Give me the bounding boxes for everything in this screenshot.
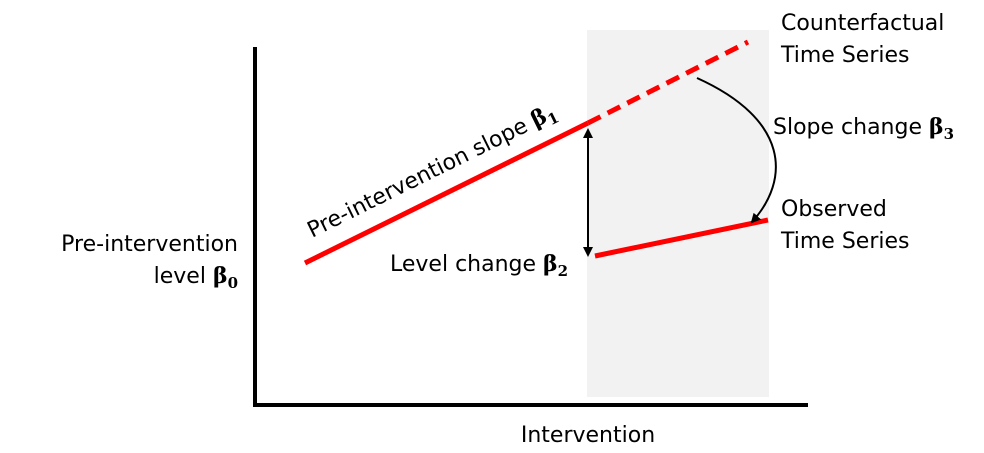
- label-part: Slope change: [773, 115, 922, 140]
- counterfactual-line: [586, 39, 750, 126]
- pre-slope-label: Pre-intervention slope β1: [303, 98, 562, 246]
- label-part: level: [154, 264, 206, 289]
- intervention-period: [587, 30, 769, 397]
- counterfactual-label: Time Series: [780, 43, 910, 68]
- label-part: 3: [944, 125, 954, 143]
- label-part: β: [929, 114, 944, 140]
- slope-change-arrow: [696, 77, 777, 224]
- label-part: Pre-intervention slope: [304, 114, 532, 244]
- observed-label: Time Series: [780, 229, 910, 254]
- pre-level-label: Pre-intervention: [61, 232, 238, 257]
- observed-line: [594, 217, 769, 259]
- counterfactual-label: Counterfactual: [781, 11, 944, 36]
- pre-intervention-line: [303, 120, 590, 266]
- label-part: 0: [228, 274, 238, 292]
- label-part: Level change: [390, 252, 536, 277]
- level-change-label: Level change β2: [390, 251, 568, 280]
- pre-level-label: level β0: [154, 263, 238, 292]
- slope-change-label: Slope change β3: [773, 114, 954, 143]
- x-axis-label: Intervention: [521, 423, 655, 448]
- observed-label: Observed: [781, 197, 887, 222]
- label-part: β: [543, 251, 558, 277]
- label-part: 2: [558, 262, 568, 280]
- label-part: β: [213, 263, 228, 289]
